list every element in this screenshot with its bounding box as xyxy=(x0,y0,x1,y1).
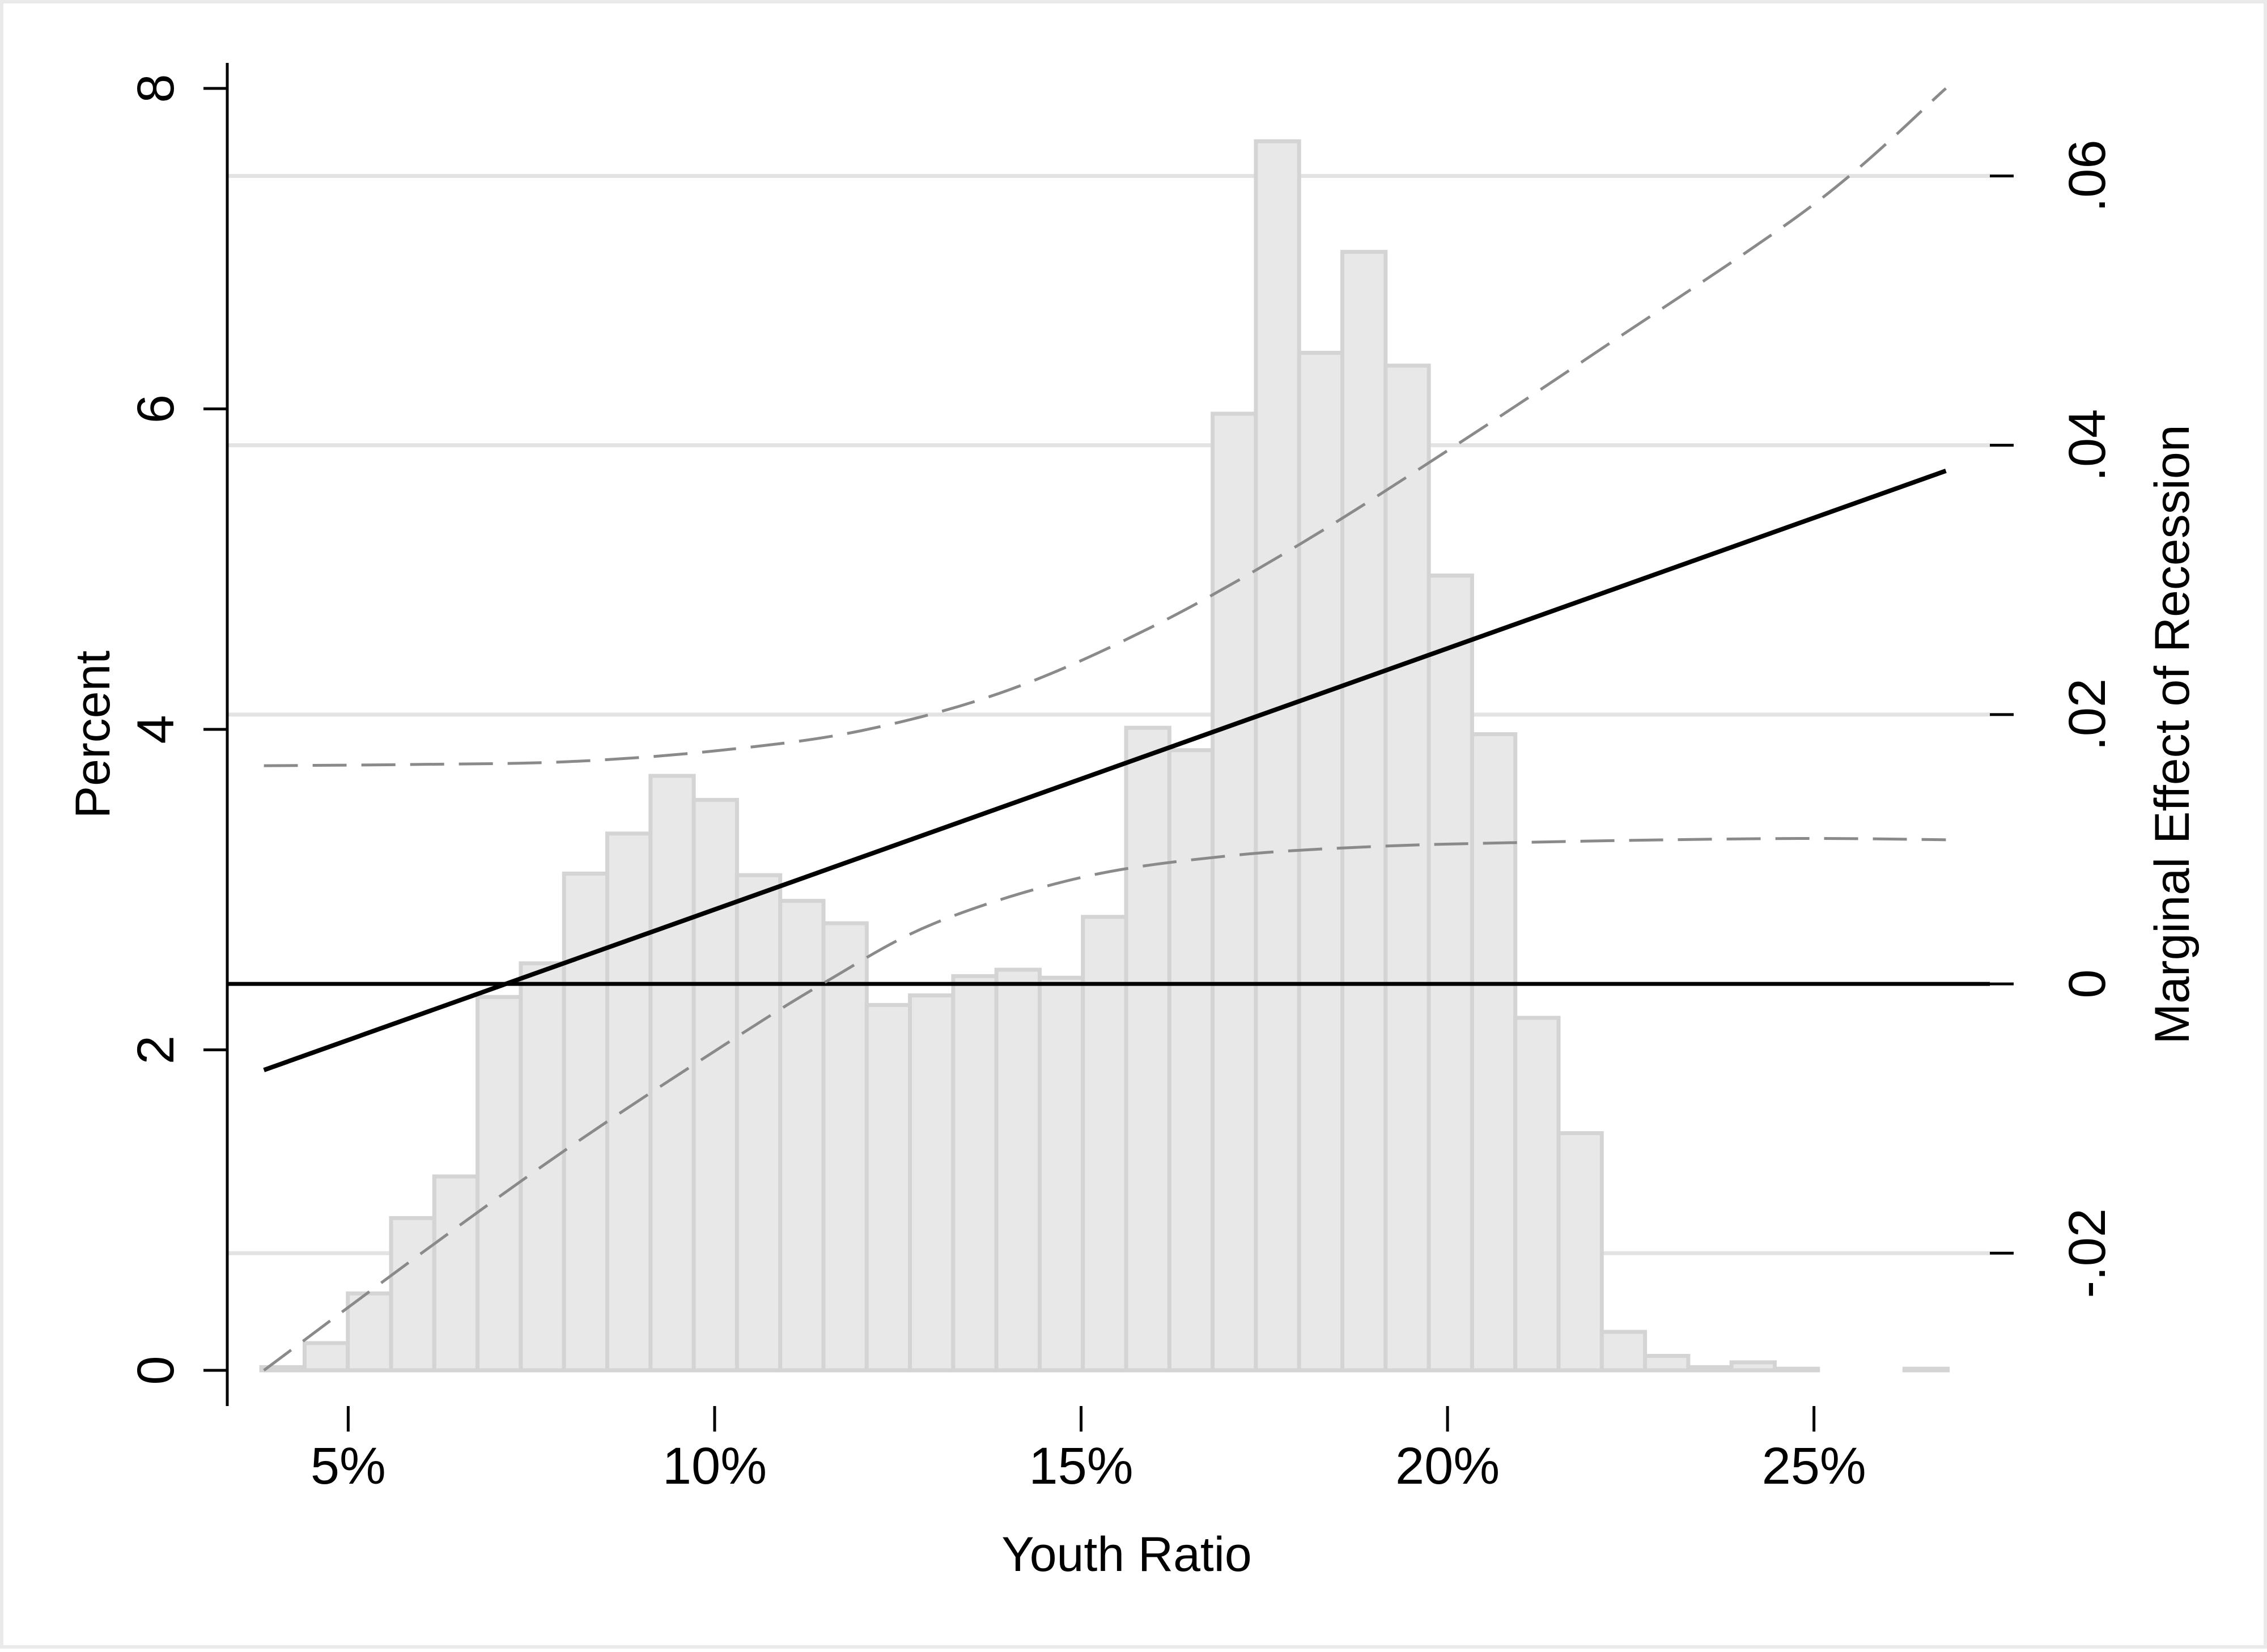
y-tick-label: 6 xyxy=(127,394,185,423)
histogram-bar xyxy=(735,873,783,1373)
histogram-bar xyxy=(389,1216,436,1373)
histogram-bars xyxy=(259,139,1950,1373)
histogram-bar xyxy=(1167,748,1215,1373)
histogram-bar xyxy=(1513,1016,1561,1373)
x-tick-label: 25% xyxy=(1762,1437,1866,1495)
y2-tick-label: 0 xyxy=(2058,969,2116,998)
x-axis-title: Youth Ratio xyxy=(1001,1527,1252,1582)
histogram-bar xyxy=(1211,411,1258,1373)
histogram-bar xyxy=(1427,574,1474,1373)
histogram-bar xyxy=(1556,1131,1604,1373)
histogram-bar xyxy=(1254,139,1301,1373)
y2-tick-label: -.02 xyxy=(2058,1208,2116,1298)
histogram-bar xyxy=(1729,1360,1777,1373)
y2-tick-label: .04 xyxy=(2058,409,2116,482)
histogram-bar xyxy=(1599,1330,1648,1373)
chart-svg: 0 2 4 6 8 5% 10% 15% 20% 25% -.02 0 .02 .04 .06 Youth … xyxy=(66,63,2200,1582)
y-tick-label: 2 xyxy=(127,1035,185,1064)
histogram-bar xyxy=(302,1341,350,1373)
series-lines xyxy=(227,87,1990,1372)
histogram-bar xyxy=(346,1291,393,1373)
histogram-bar xyxy=(1902,1366,1950,1373)
y-tick-label: 8 xyxy=(127,74,185,103)
histogram-bar xyxy=(605,831,653,1373)
y-tick-label: 4 xyxy=(127,715,185,744)
histogram-bar xyxy=(778,899,826,1373)
histogram-bar xyxy=(821,921,869,1373)
histogram-bar xyxy=(951,974,999,1373)
histogram-bar xyxy=(1081,915,1128,1373)
axes: 0 2 4 6 8 5% 10% 15% 20% 25% -.02 0 .02 .04 .06 xyxy=(127,63,2116,1495)
histogram-bar xyxy=(691,797,739,1373)
histogram-bar xyxy=(908,993,956,1373)
histogram-bar xyxy=(1340,249,1388,1373)
y2-tick-label: .06 xyxy=(2058,139,2116,212)
histogram-bar xyxy=(1772,1366,1820,1373)
y-axis-title: Percent xyxy=(66,651,120,818)
histogram-bar xyxy=(1383,363,1431,1373)
x-tick-label: 20% xyxy=(1395,1437,1500,1495)
histogram-bar xyxy=(1124,725,1171,1373)
y2-axis-title: Marginal Effect of Recession xyxy=(2145,424,2200,1044)
histogram-bar xyxy=(648,774,696,1373)
histogram-bar xyxy=(476,995,523,1373)
histogram-bar xyxy=(1037,975,1085,1373)
x-tick-label: 10% xyxy=(663,1437,767,1495)
y2-tick-label: .02 xyxy=(2058,678,2116,751)
marginal-effect-line xyxy=(263,469,1947,1072)
histogram-bar xyxy=(1686,1365,1734,1373)
ci-lower-line xyxy=(263,836,1946,1372)
histogram-bar xyxy=(994,967,1042,1373)
ci-upper-line xyxy=(264,87,1947,767)
x-tick-label: 5% xyxy=(311,1437,386,1495)
histogram-bar xyxy=(1643,1354,1691,1373)
x-tick-label: 15% xyxy=(1029,1437,1133,1495)
y-tick-label: 0 xyxy=(127,1356,185,1385)
histogram-bar xyxy=(432,1174,480,1373)
histogram-bar xyxy=(1297,351,1345,1373)
histogram-bar xyxy=(864,1003,912,1373)
histogram-bar xyxy=(1470,732,1518,1373)
